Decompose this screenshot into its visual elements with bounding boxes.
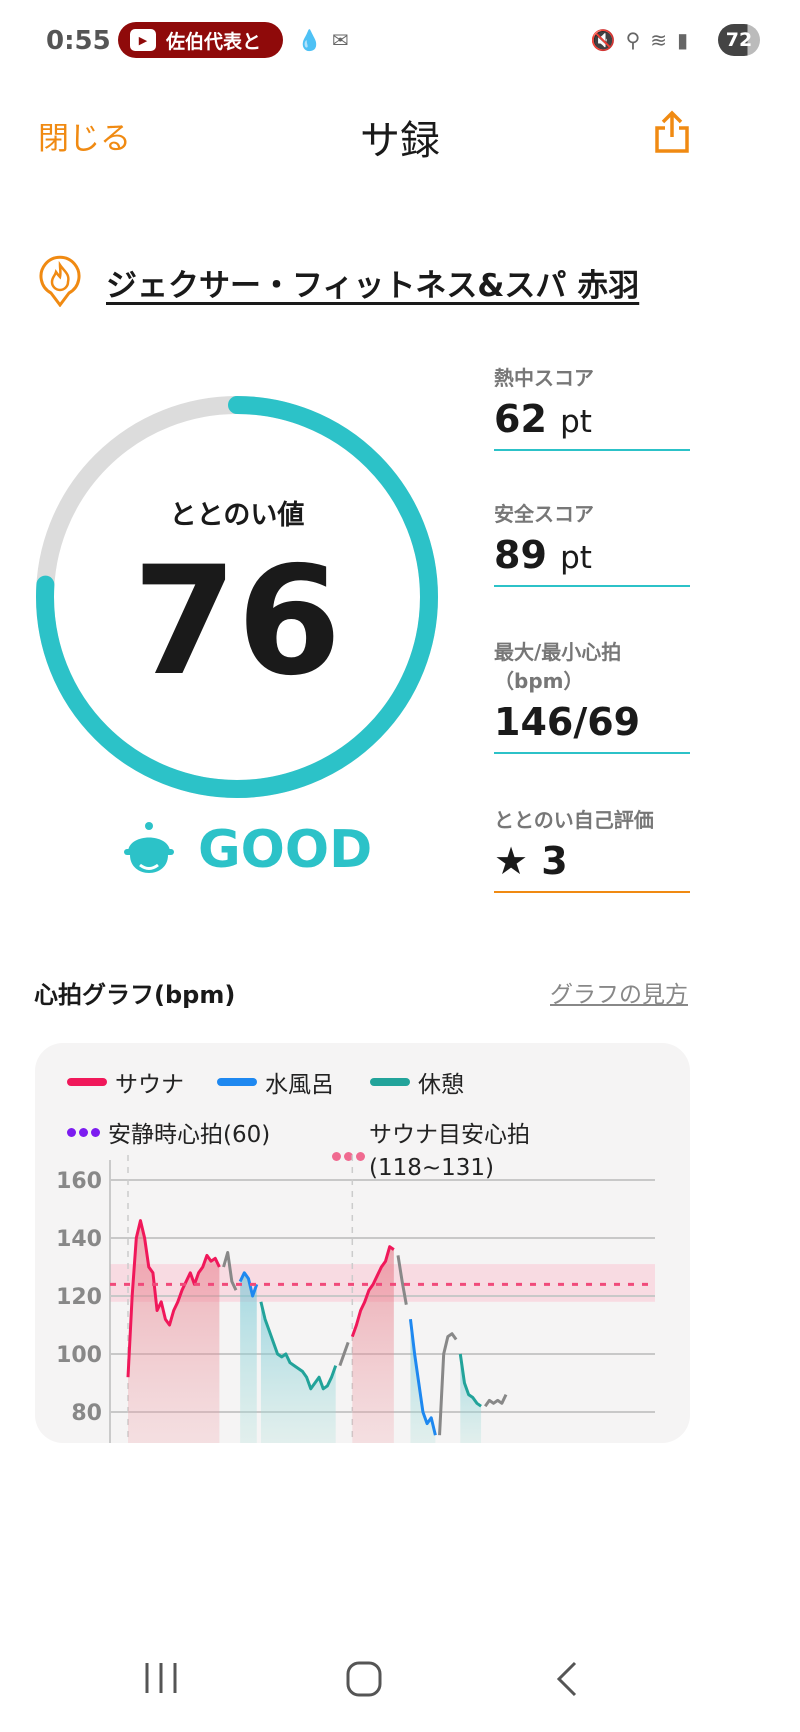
mail-icon: ✉ [331,28,349,52]
stat-value: ★ 3 [494,839,568,883]
legend-target-hr: サウナ目安心拍 (118~131) [369,1115,530,1181]
sauna-area [352,1246,394,1443]
facility-link[interactable]: ジェクサー・フィットネス&スパ 赤羽 [38,253,639,311]
legend-label: 安静時心拍(60) [108,1122,271,1148]
sauna-area [128,1220,220,1443]
stat-heat-score: 熱中スコア 62 pt [494,362,690,451]
transition-line [484,1393,508,1408]
rating: GOOD [122,820,372,880]
sauna-hat-face-icon [124,822,174,873]
legend-sauna: サウナ [67,1065,184,1099]
transition-line [222,1251,238,1291]
cold-line [408,1319,437,1436]
signal-icon: ▮ [676,28,688,52]
sauna-flame-pin-icon [38,253,82,311]
share-icon[interactable] [653,110,691,154]
gauge-label: ととのい値 [169,500,305,531]
navigation-bar [0,1640,800,1720]
wifi-icon: ≋ [650,28,667,52]
back-icon[interactable] [553,1660,581,1698]
heart-rate-chart-card: サウナ 水風呂 休憩 安静時心拍(60) サウナ目安心拍 (118~131) 16… [35,1043,690,1443]
stat-value: 146/69 [494,700,641,744]
notification-text: 佐伯代表と [166,30,262,53]
gauge-arc [36,396,438,798]
recent-apps-icon[interactable] [143,1660,179,1696]
legend-label-range: (118~131) [369,1155,495,1181]
facility-name: ジェクサー・フィットネス&スパ 赤羽 [106,267,640,304]
legend-resting-hr: 安静時心拍(60) [67,1115,270,1149]
mute-icon: 🔇 [590,28,616,52]
status-time: 0:55 [46,26,111,56]
status-bar: 0:55 ▶ 佐伯代表と 💧 ✉ 🔇 ⚲ ≋ ▮ 72 [0,22,800,62]
y-tick-label: 160 [56,1169,102,1194]
y-tick-label: 100 [56,1343,102,1368]
sauna-line [350,1245,395,1338]
legend-label: 水風呂 [265,1072,334,1098]
rest-line [259,1301,338,1391]
heart-graph-title: 心拍グラフ(bpm) [34,981,236,1009]
stat-label: 熱中スコア [494,366,594,390]
legend-cold-bath: 水風呂 [217,1065,334,1099]
stat-label: 最大/最小心拍 [494,640,622,664]
y-tick-label: 120 [56,1285,102,1310]
y-tick-label: 80 [71,1401,102,1426]
page-title: サ録 [360,118,440,164]
stat-value: 62 [494,397,547,441]
stat-unit: pt [560,540,592,576]
legend-label: サウナ [115,1072,184,1098]
drop-icon: 💧 [297,28,322,52]
transition-line [438,1332,458,1436]
notification-icons: 💧 ✉ [297,28,349,52]
battery-indicator: 72 [718,24,760,56]
legend-label: サウナ目安心拍 [369,1122,530,1148]
stat-label: ととのい自己評価 [494,808,654,832]
y-tick-label: 140 [56,1227,102,1252]
cold-area [410,1319,436,1443]
youtube-icon: ▶ [130,29,156,51]
legend-rest: 休憩 [370,1065,464,1099]
stat-unit: pt [560,404,592,440]
rest-area [460,1354,482,1443]
youtube-notification-pill[interactable]: ▶ 佐伯代表と [118,22,283,58]
legend-target-hr-marker [332,1146,365,1165]
cold-area [240,1272,257,1443]
close-button[interactable]: 閉じる [38,121,131,157]
stat-heart-rate: 最大/最小心拍 （bpm） 146/69 [494,636,690,754]
gauge-value: 76 [132,535,342,709]
stat-value: 89 [494,533,547,577]
stat-safety-score: 安全スコア 89 pt [494,498,690,587]
rest-line [458,1353,482,1408]
cold-line [238,1271,259,1298]
sauna-line [126,1219,221,1378]
legend-label: 休憩 [418,1072,464,1098]
system-icons: 🔇 ⚲ ≋ ▮ [591,28,688,52]
stat-self-rating[interactable]: ととのい自己評価 ★ 3 [494,804,690,893]
stat-label-unit: （bpm） [494,669,584,693]
transition-line [396,1255,408,1305]
home-icon[interactable] [345,1660,383,1698]
graph-guide-link[interactable]: グラフの見方 [550,982,688,1008]
totonoi-gauge [36,396,438,798]
rating-text: GOOD [198,820,373,880]
rest-area [260,1301,336,1443]
transition-line [338,1341,350,1367]
stat-label: 安全スコア [494,502,594,526]
location-icon: ⚲ [625,28,641,52]
heart-rate-chart: 160 140 120 100 80 [56,1155,655,1443]
